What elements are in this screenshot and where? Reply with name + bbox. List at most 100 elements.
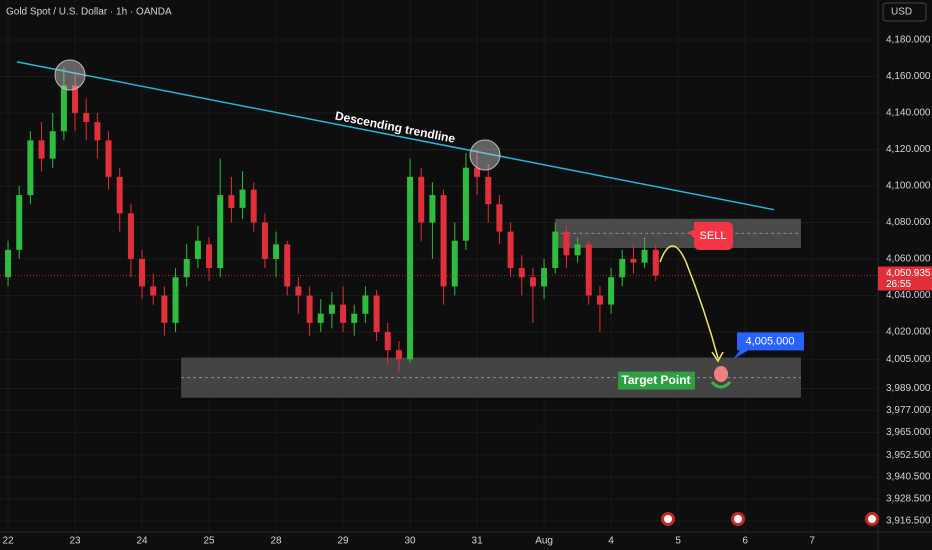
candle-body (630, 258, 637, 263)
countdown: 26:55 (886, 279, 911, 290)
target-price-callout (733, 332, 804, 360)
candle-body (585, 244, 592, 296)
y-tick-label: 4,005.000 (886, 354, 931, 365)
candle-body (183, 258, 190, 278)
target-icon (710, 366, 732, 389)
x-tick-label: 30 (405, 536, 417, 547)
trendline (16, 61, 775, 211)
candle-body (94, 122, 101, 141)
candle-body (116, 176, 123, 214)
candle-body (161, 295, 168, 323)
candle-body (83, 112, 90, 123)
candle-body (440, 195, 447, 287)
candle-body (596, 295, 603, 305)
candle-body (295, 286, 302, 296)
y-tick-label: 3,977.000 (886, 405, 931, 416)
y-tick-label: 4,040.000 (886, 290, 931, 301)
candle-body (407, 176, 414, 360)
candle-body (474, 167, 481, 177)
sell-label: SELL (700, 230, 727, 242)
candles (5, 67, 659, 373)
candle-body (150, 286, 157, 296)
candle-body (273, 244, 280, 259)
candle-body (395, 350, 402, 360)
candle-body (72, 85, 79, 113)
y-tick-label: 4,060.000 (886, 254, 931, 265)
target-badge (618, 371, 695, 390)
candle-body (60, 85, 67, 132)
candle-body (228, 195, 235, 208)
x-tick-label: 28 (271, 536, 283, 547)
last-price-box (878, 266, 932, 291)
y-tick-label: 3,989.000 (886, 383, 931, 394)
candle-body (563, 231, 570, 256)
candle-body (574, 244, 581, 256)
last-price-label: 4,050.935 (886, 268, 931, 279)
candle-body (284, 244, 291, 287)
y-tick-label: 3,940.500 (886, 472, 931, 483)
event-icons (661, 512, 879, 526)
zones (181, 218, 801, 398)
candle-body (27, 140, 34, 196)
x-tick-label: 5 (675, 536, 681, 547)
candle-body (485, 176, 492, 205)
chart-title: Gold Spot / U.S. Dollar · 1h · OANDA (6, 7, 172, 18)
y-tick-label: 4,140.000 (886, 108, 931, 119)
candle-body (139, 258, 146, 287)
y-tick-label: 3,916.500 (886, 516, 931, 527)
x-tick-label: 22 (2, 536, 14, 547)
currency-button[interactable] (882, 2, 927, 22)
y-tick-label: 3,928.500 (886, 494, 931, 505)
candle-body (239, 189, 246, 208)
candle-body (49, 131, 56, 159)
sell-badge (688, 222, 733, 251)
y-tick-label: 4,020.000 (886, 327, 931, 338)
x-tick-label: 7 (809, 536, 815, 547)
candle-body (217, 195, 224, 269)
candle-body (340, 304, 347, 323)
candle-body (105, 140, 112, 177)
candle-body (541, 268, 548, 287)
peak-marker (469, 139, 501, 171)
candle-body (5, 249, 12, 278)
x-tick-label: 31 (472, 536, 484, 547)
candle-body (250, 189, 257, 223)
candle-body (373, 295, 380, 332)
candle-body (518, 268, 525, 278)
candle-body (552, 231, 559, 269)
y-tick-label: 4,100.000 (886, 181, 931, 192)
candle-body (306, 295, 313, 323)
y-tick-label: 3,965.000 (886, 427, 931, 438)
arrow-head (711, 351, 724, 363)
currency-label[interactable]: USD (891, 7, 912, 18)
candle-body (608, 277, 615, 305)
y-tick-label: 4,180.000 (886, 35, 931, 46)
candle-body (317, 313, 324, 323)
x-tick-label: 24 (136, 536, 148, 547)
candle-body (351, 313, 358, 323)
candle-body (496, 204, 503, 232)
candle-body (127, 213, 134, 259)
candle-body (462, 167, 469, 241)
candle-body (619, 258, 626, 278)
candle-body (206, 244, 213, 269)
candle-body (328, 304, 335, 314)
y-tick-label: 3,952.500 (886, 450, 931, 461)
candle-body (261, 222, 268, 259)
candle-body (38, 140, 45, 159)
candle-body (529, 277, 536, 287)
x-tick-label: 4 (608, 536, 614, 547)
candle-body (418, 176, 425, 223)
x-tick-label: 25 (203, 536, 215, 547)
candle-body (451, 240, 458, 287)
candle-body (16, 195, 23, 250)
projection-arrow (659, 245, 719, 359)
target-label: Target Point (621, 373, 690, 387)
y-tick-label: 4,120.000 (886, 144, 931, 155)
candle-body (172, 277, 179, 323)
candle-body (384, 331, 391, 351)
y-tick-label: 4,080.000 (886, 217, 931, 228)
